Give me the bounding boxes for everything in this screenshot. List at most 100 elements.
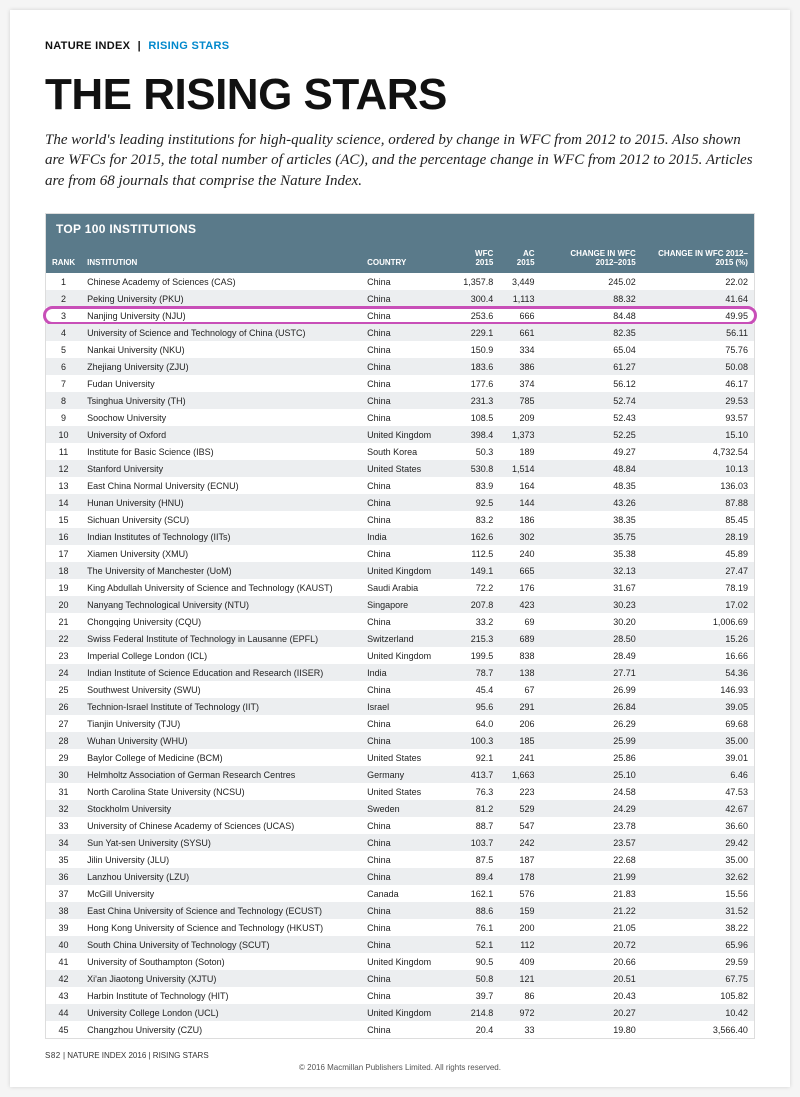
cell: China	[361, 817, 451, 834]
cell: 31.52	[642, 902, 754, 919]
cell: 159	[499, 902, 540, 919]
main-title: THE RISING STARS	[45, 70, 755, 120]
cell: 10.42	[642, 1004, 754, 1021]
cell: 22.68	[541, 851, 642, 868]
cell: Harbin Institute of Technology (HIT)	[81, 987, 361, 1004]
cell: 30	[46, 766, 81, 783]
cell: 76.3	[451, 783, 499, 800]
cell: 138	[499, 664, 540, 681]
cell: 23	[46, 647, 81, 664]
cell: Hong Kong University of Science and Tech…	[81, 919, 361, 936]
cell: 27.47	[642, 562, 754, 579]
col-change: CHANGE IN WFC 2012–2015	[541, 244, 642, 274]
cell: Xi'an Jiaotong University (XJTU)	[81, 970, 361, 987]
cell: 150.9	[451, 341, 499, 358]
cell: 18	[46, 562, 81, 579]
cell: 48.35	[541, 477, 642, 494]
cell: United Kingdom	[361, 953, 451, 970]
cell: 90.5	[451, 953, 499, 970]
cell: 86	[499, 987, 540, 1004]
cell: 45	[46, 1021, 81, 1038]
cell: 42	[46, 970, 81, 987]
page: NATURE INDEX | RISING STARS THE RISING S…	[10, 10, 790, 1087]
table-row: 15Sichuan University (SCU)China83.218638…	[46, 511, 754, 528]
cell: 26.29	[541, 715, 642, 732]
cell: 24	[46, 664, 81, 681]
cell: 3,566.40	[642, 1021, 754, 1038]
cell: 83.2	[451, 511, 499, 528]
cell: 16.66	[642, 647, 754, 664]
cell: 25.10	[541, 766, 642, 783]
table-row: 43Harbin Institute of Technology (HIT)Ch…	[46, 987, 754, 1004]
table-row: 11Institute for Basic Science (IBS)South…	[46, 443, 754, 460]
cell: 36	[46, 868, 81, 885]
cell: 21	[46, 613, 81, 630]
cell: 39.01	[642, 749, 754, 766]
cell: 178	[499, 868, 540, 885]
cell: 199.5	[451, 647, 499, 664]
cell: China	[361, 919, 451, 936]
cell: China	[361, 732, 451, 749]
cell: 423	[499, 596, 540, 613]
cell: University of Oxford	[81, 426, 361, 443]
cell: 547	[499, 817, 540, 834]
cell: 28.19	[642, 528, 754, 545]
table-row: 19King Abdullah University of Science an…	[46, 579, 754, 596]
cell: 16	[46, 528, 81, 545]
cell: China	[361, 375, 451, 392]
cell: 29.59	[642, 953, 754, 970]
cell: 162.1	[451, 885, 499, 902]
cell: 27.71	[541, 664, 642, 681]
cell: 13	[46, 477, 81, 494]
cell: China	[361, 936, 451, 953]
cell: Stockholm University	[81, 800, 361, 817]
table-row: 9Soochow UniversityChina108.520952.4393.…	[46, 409, 754, 426]
cell: 92.5	[451, 494, 499, 511]
cell: 209	[499, 409, 540, 426]
cell: 41	[46, 953, 81, 970]
cell: Hunan University (HNU)	[81, 494, 361, 511]
cell: 398.4	[451, 426, 499, 443]
cell: 35	[46, 851, 81, 868]
table-row: 22Swiss Federal Institute of Technology …	[46, 630, 754, 647]
table-row: 21Chongqing University (CQU)China33.2693…	[46, 613, 754, 630]
cell: The University of Manchester (UoM)	[81, 562, 361, 579]
cell: 22.02	[642, 273, 754, 290]
cell: 19.80	[541, 1021, 642, 1038]
table-row: 37McGill UniversityCanada162.157621.8315…	[46, 885, 754, 902]
cell: 87.5	[451, 851, 499, 868]
cell: 24.29	[541, 800, 642, 817]
col-wfc: WFC 2015	[451, 244, 499, 274]
cell: 52.74	[541, 392, 642, 409]
table-row: 33University of Chinese Academy of Scien…	[46, 817, 754, 834]
cell: 838	[499, 647, 540, 664]
cell: 112.5	[451, 545, 499, 562]
cell: 207.8	[451, 596, 499, 613]
cell: 4	[46, 324, 81, 341]
table-row: 44University College London (UCL)United …	[46, 1004, 754, 1021]
cell: 20	[46, 596, 81, 613]
cell: Switzerland	[361, 630, 451, 647]
cell: Wuhan University (WHU)	[81, 732, 361, 749]
cell: 47.53	[642, 783, 754, 800]
cell: 15.10	[642, 426, 754, 443]
cell: India	[361, 528, 451, 545]
cell: 26.99	[541, 681, 642, 698]
cell: 35.00	[642, 732, 754, 749]
cell: 231.3	[451, 392, 499, 409]
cell: 33	[46, 817, 81, 834]
cell: 50.8	[451, 970, 499, 987]
table-row: 39Hong Kong University of Science and Te…	[46, 919, 754, 936]
cell: China	[361, 477, 451, 494]
table-head: RANK INSTITUTION COUNTRY WFC 2015 AC 201…	[46, 244, 754, 274]
cell: China	[361, 545, 451, 562]
cell: McGill University	[81, 885, 361, 902]
cell: China	[361, 307, 451, 324]
cell: 69.68	[642, 715, 754, 732]
cell: 529	[499, 800, 540, 817]
cell: 146.93	[642, 681, 754, 698]
cell: 27	[46, 715, 81, 732]
cell: 200	[499, 919, 540, 936]
cell: 20.43	[541, 987, 642, 1004]
cell: 28.49	[541, 647, 642, 664]
